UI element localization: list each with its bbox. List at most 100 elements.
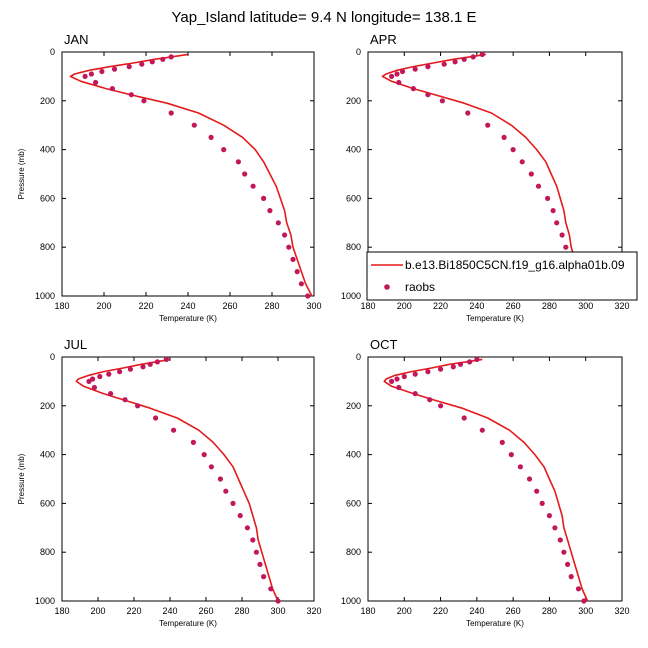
raobs-point xyxy=(501,134,507,140)
plot-frame xyxy=(61,356,315,602)
y-tick-label: 800 xyxy=(346,242,361,252)
raobs-point xyxy=(275,220,281,226)
plot-frame xyxy=(61,51,315,297)
panel-label: JUL xyxy=(64,337,87,352)
x-tick-label: 260 xyxy=(506,606,521,616)
raobs-point xyxy=(394,376,400,382)
raobs-point xyxy=(109,86,115,92)
y-tick-label: 0 xyxy=(50,352,55,362)
raobs-point xyxy=(552,525,558,531)
raobs-point xyxy=(168,54,174,60)
x-tick-label: 180 xyxy=(360,606,375,616)
raobs-point xyxy=(275,598,281,604)
raobs-point xyxy=(545,195,551,201)
raobs-point xyxy=(450,364,456,370)
y-tick-label: 1000 xyxy=(341,596,361,606)
raobs-point xyxy=(86,378,92,384)
raobs-point xyxy=(399,68,406,75)
raobs-point xyxy=(441,61,447,67)
raobs-point xyxy=(190,439,196,445)
y-tick-label: 600 xyxy=(346,193,361,203)
raobs-point xyxy=(568,574,574,580)
raobs-point xyxy=(117,369,123,375)
y-tick-label: 400 xyxy=(346,450,361,460)
raobs-point xyxy=(519,159,525,165)
raobs-point xyxy=(508,452,514,458)
x-tick-label: 300 xyxy=(306,301,321,311)
raobs-point xyxy=(563,244,569,250)
y-tick-label: 0 xyxy=(50,47,55,57)
legend-box xyxy=(366,251,638,301)
x-tick-label: 220 xyxy=(433,301,448,311)
raobs-point xyxy=(510,147,516,153)
raobs-point xyxy=(396,79,402,86)
x-tick-label: 280 xyxy=(264,301,279,311)
raobs-point xyxy=(461,56,467,62)
raobs-point xyxy=(425,369,431,375)
raobs-point xyxy=(526,476,533,482)
x-tick-label: 260 xyxy=(506,301,521,311)
model-line xyxy=(381,53,589,297)
raobs-point xyxy=(298,281,304,287)
raobs-point xyxy=(208,464,214,470)
raobs-point xyxy=(97,373,103,380)
y-tick-label: 200 xyxy=(40,96,55,106)
panel-label: APR xyxy=(370,32,397,47)
raobs-point xyxy=(135,403,141,409)
x-tick-label: 220 xyxy=(126,606,141,616)
raobs-point xyxy=(127,366,133,372)
raobs-point xyxy=(217,476,223,482)
raobs-point xyxy=(128,92,134,98)
raobs-point xyxy=(261,574,267,580)
y-tick-label: 200 xyxy=(346,401,361,411)
panel-label: OCT xyxy=(370,337,398,352)
raobs-point xyxy=(168,110,174,116)
raobs-point xyxy=(452,59,458,65)
raobs-point xyxy=(250,183,256,189)
x-tick-label: 200 xyxy=(96,301,111,311)
raobs-point xyxy=(465,110,471,116)
raobs-point xyxy=(108,391,114,397)
raobs-point xyxy=(191,122,197,128)
raobs-point xyxy=(410,86,416,92)
legend-label: raobs xyxy=(405,280,435,294)
raobs-point xyxy=(394,71,400,77)
raobs-point xyxy=(147,361,153,367)
x-tick-label: 180 xyxy=(54,301,69,311)
panel-label: JAN xyxy=(64,32,89,47)
raobs-point xyxy=(439,98,445,104)
y-tick-label: 400 xyxy=(40,145,55,155)
raobs-point xyxy=(122,397,128,403)
raobs-point xyxy=(286,244,292,250)
raobs-point xyxy=(268,586,274,592)
raobs-point xyxy=(457,361,464,367)
raobs-point xyxy=(396,384,402,391)
raobs-point xyxy=(485,122,491,128)
model-line xyxy=(75,358,279,602)
raobs-point xyxy=(305,293,311,299)
raobs-point xyxy=(479,51,485,58)
y-tick-label: 600 xyxy=(40,193,55,203)
raobs-point xyxy=(461,415,467,421)
raobs-point xyxy=(160,56,166,62)
x-tick-label: 240 xyxy=(469,301,484,311)
raobs-point xyxy=(401,373,407,380)
raobs-point xyxy=(438,366,444,372)
x-tick-label: 320 xyxy=(306,606,321,616)
raobs-point xyxy=(261,195,267,201)
raobs-point xyxy=(474,356,480,362)
x-tick-label: 280 xyxy=(542,606,557,616)
raobs-point xyxy=(294,269,300,275)
raobs-point xyxy=(171,427,177,433)
raobs-point xyxy=(425,92,431,98)
x-tick-label: 180 xyxy=(360,301,375,311)
legend-label: b.e13.Bi1850C5CN.f19_g16.alpha01b.09 xyxy=(405,258,625,272)
raobs-point xyxy=(550,208,556,214)
raobs-point xyxy=(389,73,395,79)
raobs-point xyxy=(565,561,571,568)
raobs-point xyxy=(149,59,155,65)
raobs-point xyxy=(546,513,553,519)
raobs-point xyxy=(111,66,118,72)
raobs-point xyxy=(154,359,160,365)
raobs-point xyxy=(106,371,112,377)
